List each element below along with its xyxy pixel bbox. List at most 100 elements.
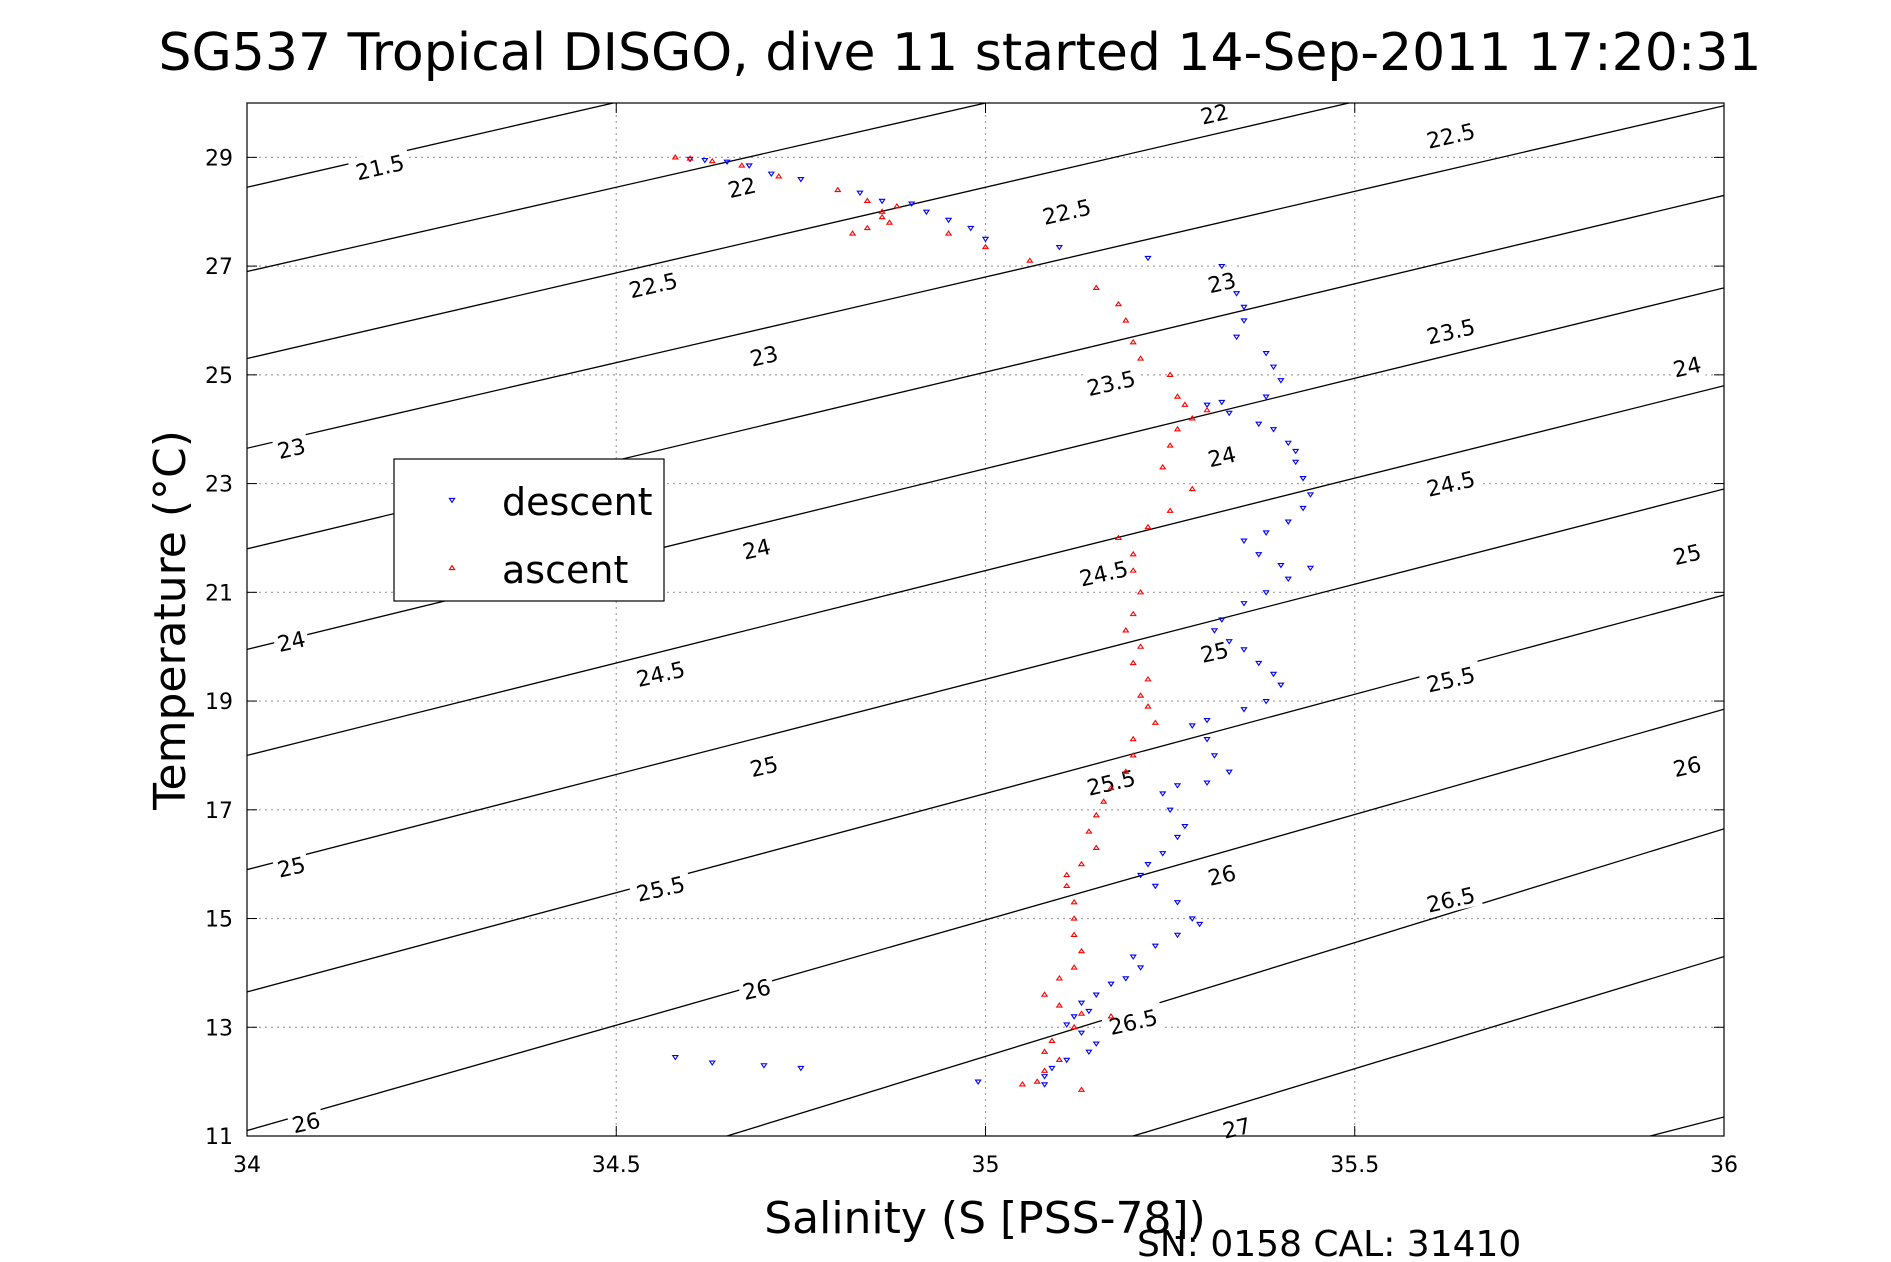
isopycnal-label-background (628, 868, 693, 908)
isopycnal-label-background (1667, 349, 1707, 383)
descent-point (1077, 1030, 1086, 1037)
x-tick-label: 34 (233, 1153, 261, 1178)
isopycnal-label-background (1418, 115, 1483, 155)
ascent-point (1033, 1078, 1041, 1084)
isopycnal-label: 24 (736, 531, 776, 566)
isopycnal-label-background (744, 748, 784, 782)
descent-point (1151, 883, 1159, 890)
descent-point (1218, 617, 1226, 623)
ascent-point (1129, 610, 1137, 617)
descent-point (922, 209, 931, 216)
chart-title: SG537 Tropical DISGO, dive 11 started 14… (158, 23, 1761, 83)
descent-point (1173, 783, 1182, 789)
ascent-point (1129, 752, 1137, 758)
descent-point (745, 163, 753, 169)
ascent-point (1048, 1037, 1056, 1043)
descent-point (1255, 421, 1263, 428)
ascent-point (1107, 784, 1115, 791)
ascent-point (1188, 485, 1196, 492)
descent-point (1173, 932, 1182, 939)
isopycnal-contours (247, 103, 1724, 1136)
ascent-point (1092, 284, 1100, 290)
isopycnal-label: 25 (744, 748, 784, 783)
descent-point (1218, 263, 1226, 270)
isopycnal-label-background (1194, 96, 1234, 130)
isopycnal-label-background (1202, 438, 1242, 472)
ascent-point (834, 186, 842, 193)
ascent-point (1077, 860, 1086, 867)
ascent-point (1136, 643, 1145, 649)
descent-point (1055, 244, 1063, 251)
isopycnal-label-text: 26 (290, 1109, 323, 1140)
descent-point (1240, 647, 1248, 653)
descent-point (1203, 737, 1211, 743)
legend-ascent-marker (448, 564, 456, 571)
descent-point (1292, 448, 1300, 455)
descent-point (1063, 1022, 1071, 1028)
ascent-point (1070, 898, 1078, 905)
isopycnal-label-background (1202, 857, 1242, 891)
descent-point (1218, 399, 1226, 406)
ascent-point (1070, 915, 1078, 921)
ascent-point (1085, 828, 1093, 834)
ascent-point (1063, 882, 1071, 889)
instrument-footer: SN: 0158 CAL: 31410 (1137, 1224, 1521, 1262)
ascent-point (1077, 947, 1086, 954)
descent-point (1188, 916, 1196, 922)
isopycnal-label-background (1194, 634, 1234, 668)
descent-point (878, 198, 886, 205)
ascent-point (1122, 768, 1130, 774)
isopycnal-label-background (628, 653, 693, 693)
isopycnal-label: 22 (1194, 96, 1234, 131)
descent-point (1151, 943, 1159, 950)
ascent-point (1026, 257, 1034, 263)
y-tick-label: 17 (205, 799, 233, 824)
descent-point (1269, 427, 1278, 433)
ascent-point (1166, 507, 1174, 513)
descent-point (1048, 1065, 1056, 1072)
isopycnal-label-text: 24 (1206, 443, 1239, 474)
descent-point (1203, 402, 1211, 409)
x-tick-label: 35 (972, 1153, 1000, 1178)
series-ascent (671, 154, 1211, 1092)
isopycnal-label-background (1034, 191, 1099, 231)
isopycnal-line (247, 488, 1724, 871)
isopycnal-line (726, 828, 1724, 1136)
x-tick-label: 35.5 (1330, 1153, 1379, 1178)
descent-point (1262, 530, 1270, 536)
ascent-point (738, 162, 746, 168)
descent-point (1203, 780, 1211, 786)
descent-point (1277, 563, 1285, 569)
isopycnal-label: 22.5 (620, 264, 686, 304)
descent-point (1129, 954, 1137, 960)
isopycnal-label-background (271, 849, 311, 883)
ascent-point (1122, 627, 1130, 633)
y-tick-label: 13 (205, 1016, 233, 1041)
ascent-point (1092, 844, 1100, 850)
ascent-point (671, 154, 679, 160)
descent-point (1173, 834, 1182, 841)
descent-point (1070, 1014, 1078, 1020)
legend-descent-marker-shape (448, 497, 456, 504)
ascent-point (1173, 393, 1182, 399)
descent-point (1277, 378, 1285, 384)
isopycnal-line (247, 385, 1724, 757)
isopycnal-label-background (620, 264, 686, 304)
descent-point (1181, 823, 1189, 830)
isopycnal-label: 26 (1667, 748, 1707, 783)
isopycnal-label-background (744, 338, 784, 372)
isopycnal-label-text: 23 (748, 342, 781, 373)
isopycnal-label: 26.5 (1100, 1001, 1166, 1041)
isopycnal-label-text: 26 (740, 975, 773, 1006)
ascent-point (1114, 300, 1123, 307)
ascent-point (981, 243, 990, 250)
ascent-point (863, 224, 871, 231)
ascent-point (1055, 1056, 1063, 1062)
isopycnal-label-background (1418, 658, 1483, 698)
isopycnal-label: 22 (722, 169, 762, 204)
ascent-point (775, 173, 783, 179)
isopycnal-label-background (1667, 536, 1707, 570)
ascent-point (1144, 523, 1152, 530)
ascent-point (1070, 1023, 1078, 1030)
ascent-point (1122, 317, 1130, 323)
